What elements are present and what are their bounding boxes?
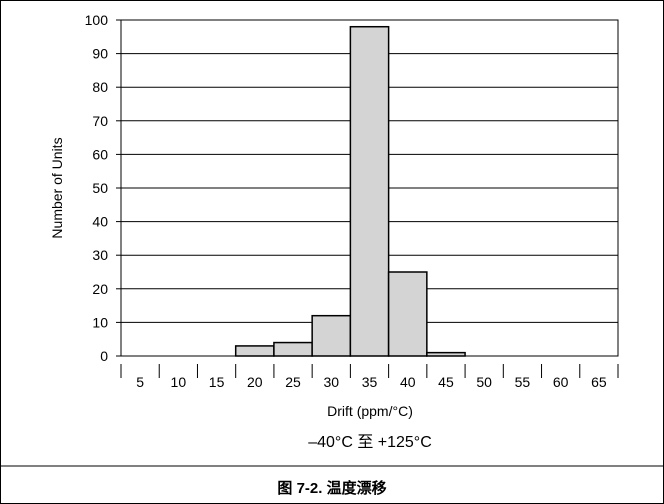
bar-45 (426, 351, 466, 357)
y-tick-label: 70 (92, 113, 108, 129)
x-tick-label: 65 (591, 374, 607, 390)
bar-30 (311, 314, 352, 357)
x-tick-label: 40 (400, 374, 416, 390)
test-condition: –40°C 至 +125°C (308, 434, 432, 451)
x-tick-label: 5 (136, 374, 144, 390)
bar-20 (234, 345, 275, 357)
x-axis-ticks (120, 364, 619, 378)
y-tick-label: 40 (92, 214, 108, 230)
y-axis-label: Number of Units (49, 137, 65, 238)
x-tick-label: 50 (476, 374, 492, 390)
x-tick-label: 15 (209, 374, 225, 390)
x-tick-label: 25 (285, 374, 301, 390)
y-tick-label: 50 (92, 180, 108, 196)
x-tick-label: 55 (515, 374, 531, 390)
y-tick-label: 80 (92, 79, 108, 95)
x-tick-label: 45 (438, 374, 454, 390)
x-axis-tick-labels: 5 10 15 20 25 30 35 40 45 50 55 60 65 (136, 374, 607, 390)
figure-caption: 图 7-2. 温度漂移 (277, 479, 386, 497)
x-tick-label: 60 (553, 374, 569, 390)
y-tick-label: 100 (85, 12, 109, 28)
x-tick-label: 35 (362, 374, 378, 390)
x-tick-label: 10 (171, 374, 187, 390)
y-tick-label: 60 (92, 146, 108, 162)
y-tick-label: 30 (92, 247, 108, 263)
y-tick-label: 0 (100, 348, 108, 364)
bar-35 (349, 25, 390, 357)
x-tick-label: 20 (247, 374, 263, 390)
bar-40 (387, 271, 428, 357)
y-tick-label: 90 (92, 46, 108, 62)
x-tick-label: 30 (323, 374, 339, 390)
bars (234, 25, 466, 357)
y-tick-label: 10 (92, 314, 108, 330)
y-axis-ticks (116, 19, 121, 357)
y-axis-tick-labels: 0 10 20 30 40 50 60 70 80 90 100 (85, 12, 109, 364)
y-tick-label: 20 (92, 281, 108, 297)
x-axis-label: Drift (ppm/°C) (327, 403, 413, 419)
bar-25 (273, 341, 313, 357)
